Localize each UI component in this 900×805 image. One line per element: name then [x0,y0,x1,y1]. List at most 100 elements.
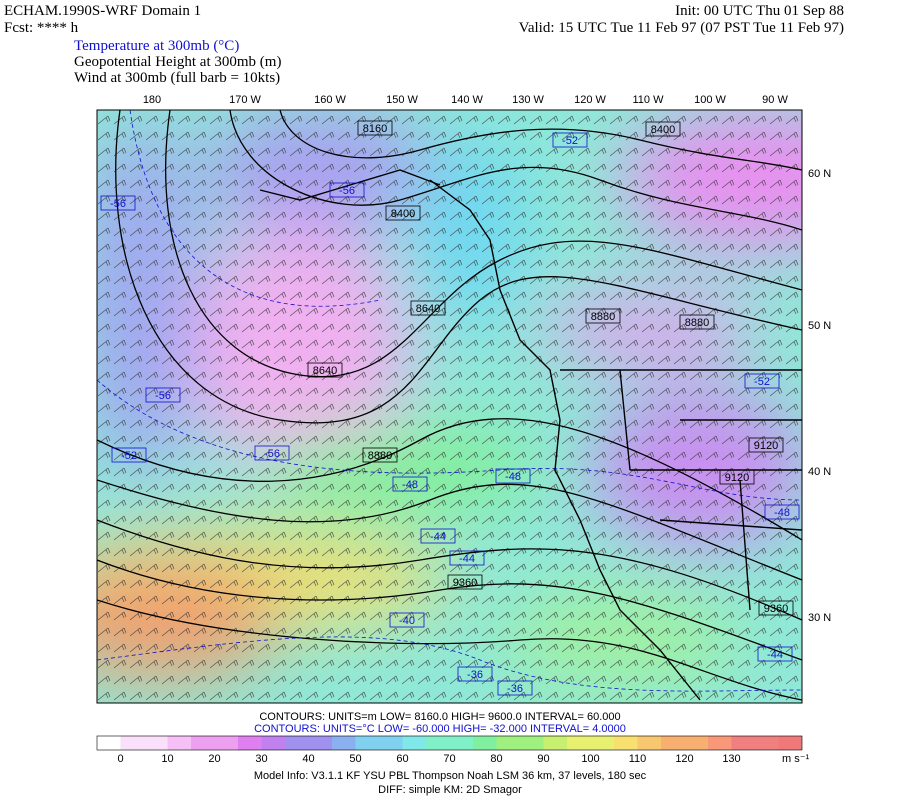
height-contour-label-box [645,121,681,137]
colorbar-swatch [778,736,802,750]
temperature-contour-label-box [757,646,793,662]
colorbar-swatch [167,736,191,750]
colorbar-label: 10 [161,753,173,765]
colorbar-swatch [661,736,685,750]
colorbar-swatch [426,736,450,750]
height-contour-label: 8880 [368,450,392,462]
latitude-label: 40 N [808,466,831,478]
temperature-contour-label-box [449,550,485,566]
temperature-contour-label: -52 [121,450,137,462]
temperature-contour-label: -44 [767,649,783,661]
colorbar-units: m s⁻¹ [782,753,810,765]
height-contour-label-box [447,574,483,590]
temperature-contour-label-box [329,182,365,198]
colorbar-label: 100 [581,753,599,765]
colorbar-label: 80 [490,753,502,765]
colorbar-label: 0 [117,753,123,765]
temperature-contour-label: -48 [505,471,521,483]
colorbar-swatch [191,736,215,750]
temperature-contour-label-box [497,680,533,696]
height-contour-label-box [719,469,755,485]
temperature-contour-label-box [457,666,493,682]
height-contour-info: CONTOURS: UNITS=m LOW= 8160.0 HIGH= 9600… [259,711,620,723]
model-info: Model Info: V3.1.1 KF YSU PBL Thompson N… [254,770,647,782]
temperature-contour-label: -56 [339,185,355,197]
colorbar-swatch [731,736,755,750]
colorbar-swatch [214,736,238,750]
height-contour-label: 9360 [453,577,477,589]
map-title: ECHAM.1990S-WRF Domain 1 [4,3,201,19]
colorbar-swatch [708,736,732,750]
colorbar-label: 110 [629,753,647,765]
longitude-label: 170 W [229,94,261,106]
height-contour-label-box [357,120,393,136]
latitude-label: 60 N [808,168,831,180]
diff-info: DIFF: simple KM: 2D Smagor [378,784,522,796]
colorbar-swatch [684,736,708,750]
colorbar-swatch [144,736,168,750]
height-contour-label-box [758,600,794,616]
height-contour-label: 8640 [313,365,337,377]
longitude-label: 150 W [386,94,418,106]
temperature-contour-info: CONTOURS: UNITS=°C LOW= -60.000 HIGH= -3… [254,723,626,735]
longitude-label: 160 W [314,94,346,106]
colorbar-swatch [97,736,121,750]
height-contour-label: 8160 [363,123,387,135]
height-contour-label-box [748,437,784,453]
colorbar-swatch [614,736,638,750]
colorbar-swatch [238,736,262,750]
colorbar-swatch [567,736,591,750]
colorbar-swatch [543,736,567,750]
temperature-contour-label: -48 [774,507,790,519]
temperature-contour-label-box [389,612,425,628]
temperature-contour-label-box [744,373,780,389]
temperature-contour-label: -56 [264,448,280,460]
field-label: Geopotential Height at 300mb (m) [74,54,281,70]
height-contour-label-box [585,308,621,324]
temperature-contour-label: -44 [430,531,446,543]
height-contour-label: 8400 [391,208,415,220]
temperature-contour-label-box [145,387,181,403]
field-label: Temperature at 300mb (°C) [74,38,239,54]
temperature-contour-label-box [495,468,531,484]
colorbar-swatch [379,736,403,750]
colorbar-label: 50 [349,753,361,765]
temperature-contour-label-box [100,195,136,211]
temperature-contour-label-box [254,445,290,461]
init-time: Init: 00 UTC Thu 01 Sep 88 [675,3,844,19]
temperature-contour-label: -52 [754,376,770,388]
colorbar-swatch [120,736,144,750]
temperature-contour-label: -48 [402,479,418,491]
height-contour-label-box [410,300,446,316]
colorbar-frame [96,735,803,751]
colorbar-swatch [285,736,309,750]
height-contour-label-box [362,447,398,463]
colorbar-label: 30 [255,753,267,765]
longitude-label: 130 W [512,94,544,106]
temperature-contour-label-box [552,132,588,148]
height-contour-label: 9360 [764,603,788,615]
temperature-contour-label: -56 [110,198,126,210]
temperature-contour-label: -52 [562,135,578,147]
colorbar-label: 40 [302,753,314,765]
height-contour-label-box [679,314,715,330]
height-contour-label: 8880 [591,311,615,323]
temperature-contour-label-box [764,504,800,520]
longitude-label: 110 W [633,94,665,106]
height-contour-label: 8400 [651,124,675,136]
longitude-label: 140 W [451,94,483,106]
height-contour-label: 8880 [685,317,709,329]
temperature-contour-label: -40 [399,615,415,627]
height-contour-label: 8640 [416,303,440,315]
colorbar-swatch [637,736,661,750]
latitude-label: 30 N [808,612,831,624]
colorbar-swatch [496,736,520,750]
longitude-label: 180 [143,94,161,106]
map-frame [96,109,803,704]
latitude-label: 50 N [808,320,831,332]
height-contour-label-box [385,205,421,221]
colorbar-swatch [520,736,544,750]
colorbar-label: 70 [443,753,455,765]
colorbar-swatch [402,736,426,750]
